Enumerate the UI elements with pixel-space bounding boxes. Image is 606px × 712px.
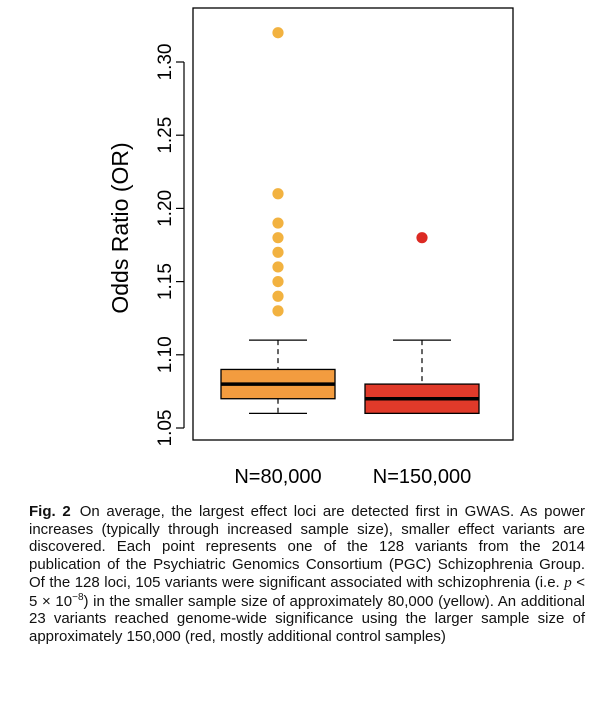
box-plot: 1.05 1.10 1.15 1.20 1.25 1.30 Odds Ratio (OR)… (107, 7, 514, 488)
figure-label: Fig. 2 (29, 503, 71, 520)
y-tick-label-4: 1.25 (155, 117, 176, 154)
y-axis-label: Odds Ratio (OR) (107, 142, 133, 313)
outlier-point-1-1 (272, 305, 284, 317)
caption-text-after: ) in the smaller sample size of approxim… (29, 592, 585, 645)
threshold-exponent: −8 (72, 591, 84, 603)
figure-caption: Fig. 2 On average, the largest effect loc… (29, 503, 585, 646)
y-tick-label-0: 1.05 (155, 410, 176, 447)
box-2 (364, 232, 480, 415)
outlier-point-1-2 (272, 290, 284, 302)
y-tick-label-2: 1.15 (155, 263, 176, 300)
x-tick-label-1: N=80,000 (234, 466, 321, 488)
box-1 (220, 27, 336, 415)
threshold-base: < 5 × 10 (29, 573, 586, 610)
outlier-point-1-4 (272, 261, 284, 273)
y-tick-label-5: 1.30 (155, 44, 176, 81)
x-tick-label-2: N=150,000 (373, 466, 471, 488)
outlier-point-1-5 (272, 246, 284, 258)
outlier-point-1-8 (272, 188, 284, 200)
boxes (220, 27, 480, 415)
outlier-point-1-7 (272, 217, 284, 229)
plot-frame (192, 7, 514, 441)
y-tick-label-1: 1.10 (155, 336, 176, 373)
outlier-point-1-6 (272, 232, 284, 244)
outlier-point-1-3 (272, 276, 284, 288)
y-axis-ticks: 1.05 1.10 1.15 1.20 1.25 1.30 (155, 44, 184, 447)
outlier-point-2-1 (416, 232, 428, 244)
outlier-point-1-9 (272, 27, 284, 39)
caption-text-before: On average, the largest effect loci are … (29, 503, 586, 591)
x-axis-labels: N=80,000 N=150,000 (234, 466, 471, 488)
p-symbol: p (564, 574, 572, 591)
y-tick-label-3: 1.20 (155, 190, 176, 227)
